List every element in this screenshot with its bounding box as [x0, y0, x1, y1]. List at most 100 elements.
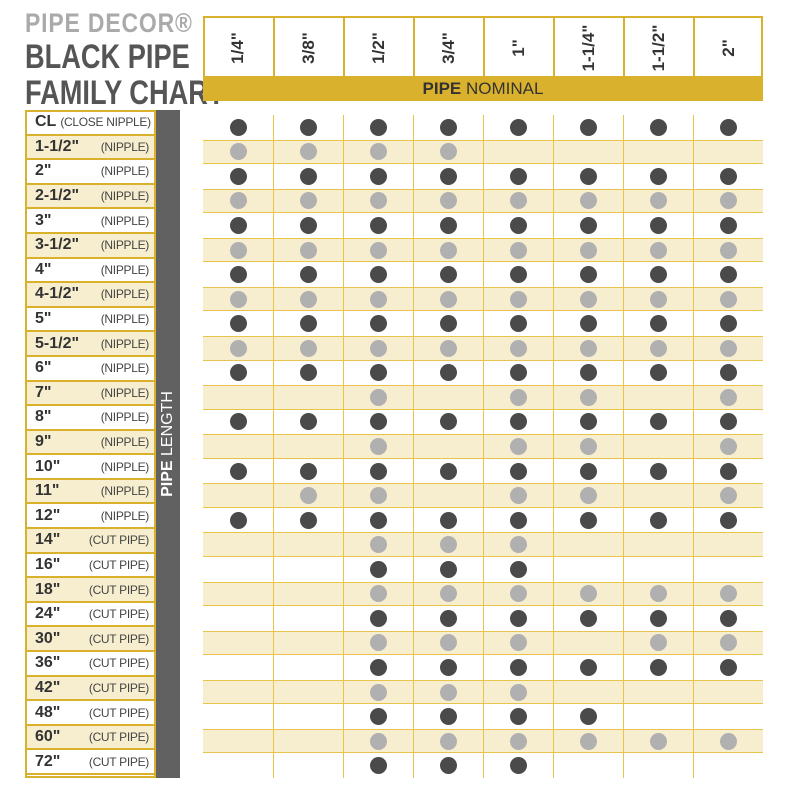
availability-dot — [719, 511, 737, 529]
row-type: (CUT PIPE) — [88, 680, 149, 695]
row-type: (CUT PIPE) — [88, 582, 149, 597]
row-size: 24" — [35, 605, 61, 623]
availability-dot — [369, 560, 387, 578]
availability-dot — [509, 683, 527, 701]
row-size: CL — [35, 113, 57, 131]
row-label: 14" (CUT PIPE) — [27, 529, 154, 554]
availability-dot — [649, 609, 667, 627]
availability-dot — [439, 511, 457, 529]
row-type: (CUT PIPE) — [88, 631, 149, 646]
availability-dot — [579, 290, 597, 308]
column-label: 1/4" — [228, 32, 247, 64]
grid-line — [413, 115, 414, 778]
row-type: (NIPPLE) — [100, 508, 150, 523]
column-header-3: 3/4" — [413, 18, 483, 78]
availability-dot — [719, 315, 737, 333]
grid-line — [623, 115, 624, 778]
availability-dot — [579, 217, 597, 234]
row-size: 7" — [35, 383, 52, 401]
row-label: 7" (NIPPLE) — [27, 381, 154, 407]
title-line-2: FAMILY CHART — [25, 74, 225, 112]
availability-dot — [509, 585, 527, 603]
availability-dot — [719, 266, 737, 284]
availability-dot — [509, 511, 527, 529]
row-size: 12" — [35, 506, 61, 524]
row-type: (NIPPLE) — [100, 336, 150, 351]
availability-dot — [649, 462, 667, 480]
availability-dot — [579, 364, 597, 382]
row-label: 6" (NIPPLE) — [27, 357, 154, 382]
availability-dot — [719, 339, 737, 357]
availability-dot — [369, 143, 387, 161]
availability-dot — [369, 413, 387, 431]
row-type: (NIPPLE) — [100, 189, 150, 204]
availability-dot — [719, 438, 737, 455]
availability-dot — [299, 217, 317, 234]
availability-dot — [719, 732, 737, 750]
availability-dot — [439, 118, 457, 136]
row-type: (NIPPLE) — [100, 139, 150, 154]
availability-dot — [509, 634, 527, 652]
availability-dot — [439, 560, 457, 578]
availability-dot — [649, 315, 667, 333]
row-label: 3-1/2" (NIPPLE) — [27, 233, 154, 259]
row-label: 11" (NIPPLE) — [27, 479, 154, 505]
availability-dot — [229, 167, 247, 185]
row-type: (NIPPLE) — [100, 312, 150, 327]
availability-dot — [439, 462, 457, 480]
availability-dot — [439, 732, 457, 750]
availability-dot — [439, 192, 457, 210]
row-type: (CLOSE NIPPLE) — [60, 115, 151, 130]
availability-dot — [369, 462, 387, 480]
row-type: (CUT PIPE) — [88, 607, 149, 622]
availability-dot — [439, 339, 457, 357]
row-size: 8" — [35, 408, 52, 426]
availability-dot — [229, 511, 247, 529]
availability-dot — [229, 217, 247, 234]
availability-dot — [369, 659, 387, 676]
row-type: (NIPPLE) — [100, 238, 150, 253]
availability-dot — [299, 315, 317, 333]
availability-dot — [719, 585, 737, 603]
availability-dot — [579, 511, 597, 529]
availability-dot — [299, 118, 317, 136]
availability-dot — [299, 290, 317, 308]
row-label: 24" (CUT PIPE) — [27, 603, 154, 628]
availability-dot — [439, 659, 457, 676]
availability-dot — [579, 167, 597, 185]
availability-dot — [579, 118, 597, 136]
column-label: 1-1/2" — [649, 24, 668, 72]
availability-dot — [649, 217, 667, 234]
grid-line — [343, 115, 344, 778]
availability-dot — [649, 511, 667, 529]
row-label: 4-1/2" (NIPPLE) — [27, 283, 154, 308]
availability-dot — [439, 683, 457, 701]
availability-dot — [509, 757, 527, 775]
availability-dot — [649, 241, 667, 259]
availability-dot — [649, 192, 667, 210]
row-type: (CUT PIPE) — [88, 754, 149, 769]
availability-dot — [229, 290, 247, 308]
availability-dot — [369, 732, 387, 750]
availability-dot — [579, 708, 597, 726]
availability-dot — [509, 388, 527, 406]
row-size: 3-1/2" — [35, 236, 80, 254]
availability-dot — [649, 339, 667, 357]
availability-dot — [719, 241, 737, 259]
availability-dot — [369, 487, 387, 505]
availability-dot — [579, 659, 597, 676]
availability-dot — [509, 732, 527, 750]
grid-line — [273, 115, 274, 778]
row-label: 3" (NIPPLE) — [27, 209, 154, 234]
row-size: 72" — [35, 752, 61, 770]
availability-dot — [649, 364, 667, 382]
availability-dot — [439, 757, 457, 775]
column-label: 2" — [719, 39, 738, 57]
row-size: 6" — [35, 359, 52, 377]
availability-dot — [509, 659, 527, 676]
row-size: 18" — [35, 580, 61, 598]
availability-dot — [299, 364, 317, 382]
row-size: 30" — [35, 629, 61, 647]
availability-dot — [299, 266, 317, 284]
availability-dot — [229, 266, 247, 284]
